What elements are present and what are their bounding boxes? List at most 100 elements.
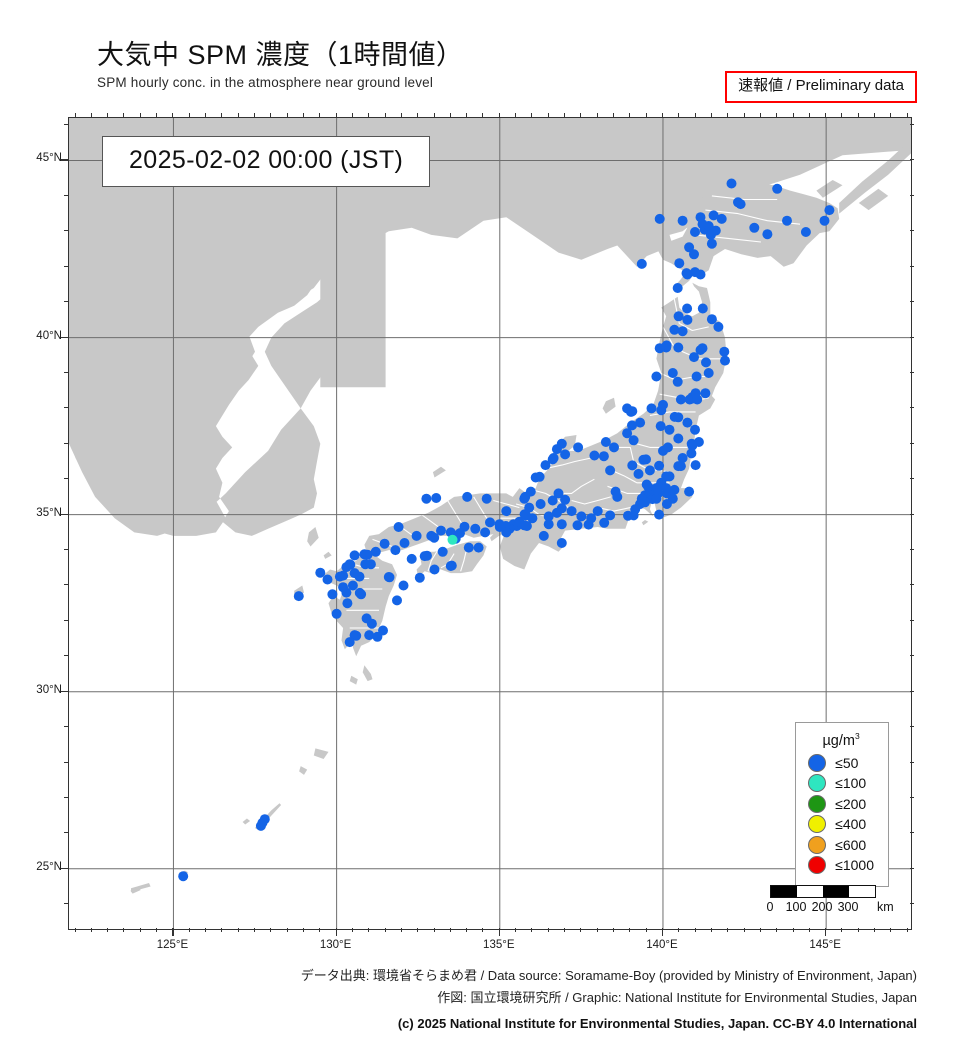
station-point[interactable] [327,589,338,600]
station-point[interactable] [672,376,683,387]
station-point[interactable] [259,814,270,825]
station-point[interactable] [334,571,345,582]
station-point[interactable] [706,314,717,325]
station-point[interactable] [682,314,693,325]
station-point[interactable] [347,580,358,591]
station-point[interactable] [525,486,536,497]
station-point[interactable] [543,511,554,522]
station-point[interactable] [398,580,409,591]
station-point[interactable] [782,215,792,226]
station-point[interactable] [553,488,564,499]
station-point[interactable] [556,538,567,548]
station-point[interactable] [690,460,701,471]
station-point[interactable] [551,444,562,455]
station-point[interactable] [669,484,680,495]
station-point[interactable] [331,608,342,619]
station-point[interactable] [556,519,567,530]
station-point[interactable] [322,574,333,585]
station-point[interactable] [703,368,714,378]
station-point[interactable] [635,499,646,509]
station-point[interactable] [675,461,686,472]
station-point[interactable] [628,435,639,446]
station-point[interactable] [622,403,633,414]
station-point[interactable] [661,499,672,509]
station-point[interactable] [635,417,646,428]
station-point[interactable] [692,394,703,405]
station-point[interactable] [338,582,349,593]
station-point[interactable] [429,564,440,575]
station-point[interactable] [605,465,616,476]
station-point[interactable] [667,368,678,378]
station-point[interactable] [589,450,600,461]
station-point[interactable] [627,420,637,431]
station-point[interactable] [361,613,372,624]
station-point[interactable] [651,493,662,504]
station-point[interactable] [672,283,683,293]
station-point[interactable] [684,394,695,405]
station-point[interactable] [700,388,711,399]
station-point[interactable] [572,520,583,531]
station-point[interactable] [524,502,535,513]
station-point[interactable] [691,371,702,382]
station-point[interactable] [462,491,473,502]
station-point[interactable] [351,630,362,641]
station-point[interactable] [429,532,440,543]
station-point[interactable] [370,546,381,557]
station-point[interactable] [641,479,652,490]
station-point[interactable] [372,631,383,642]
station-point[interactable] [687,440,698,451]
station-point[interactable] [705,229,716,240]
station-point[interactable] [393,522,404,532]
station-point[interactable] [720,355,730,366]
station-point[interactable] [521,521,532,531]
station-point[interactable] [411,530,422,541]
station-point[interactable] [436,525,446,536]
station-point[interactable] [599,517,610,528]
station-point[interactable] [655,421,666,432]
station-point[interactable] [673,433,684,444]
station-point[interactable] [379,538,390,549]
station-point[interactable] [726,178,737,189]
station-point[interactable] [364,630,375,641]
station-point[interactable] [664,424,675,435]
station-point[interactable] [598,451,609,462]
station-point[interactable] [684,242,695,253]
station-point[interactable] [481,493,492,504]
station-point[interactable] [713,321,724,332]
station-point[interactable] [719,346,730,357]
station-point[interactable] [673,311,684,322]
station-point[interactable] [824,205,835,216]
station-point[interactable] [419,551,430,562]
station-point[interactable] [586,513,597,524]
station-point[interactable] [684,486,695,497]
station-point[interactable] [673,412,684,423]
station-point[interactable] [344,637,355,648]
station-point[interactable] [445,561,456,571]
station-point[interactable] [654,460,665,471]
station-point[interactable] [390,545,401,556]
station-point[interactable] [749,222,760,233]
station-point[interactable] [342,598,353,609]
station-point[interactable] [800,227,811,237]
station-point[interactable] [674,258,685,269]
station-point[interactable] [708,210,719,221]
station-point[interactable] [646,403,657,414]
station-point[interactable] [560,449,571,460]
station-point[interactable] [399,538,410,548]
station-point[interactable] [701,357,711,368]
station-point[interactable] [463,542,474,553]
station-point[interactable] [293,591,304,602]
station-point[interactable] [690,227,700,237]
station-point[interactable] [365,559,376,570]
station-point[interactable] [527,513,538,524]
station-point[interactable] [682,303,693,314]
station-point[interactable] [686,448,697,459]
station-point[interactable] [473,542,484,553]
station-point[interactable] [470,523,481,534]
station-point[interactable] [689,352,699,363]
station-point[interactable] [695,345,706,355]
station-point[interactable] [414,572,425,583]
station-point[interactable] [675,394,686,405]
station-point[interactable] [501,506,512,517]
station-point[interactable] [392,595,402,606]
